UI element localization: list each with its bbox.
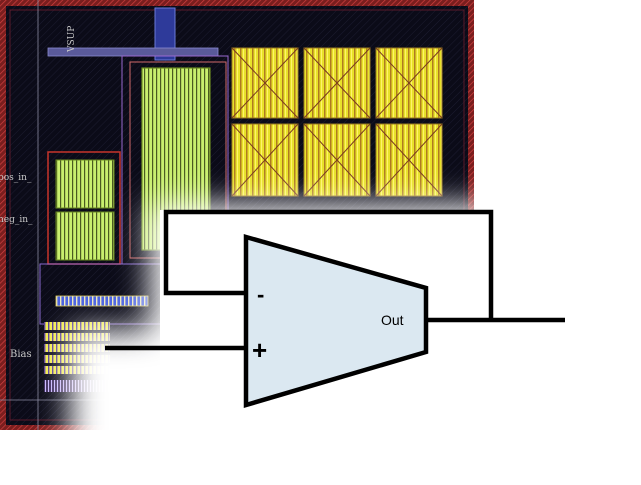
output-label: Out bbox=[381, 312, 404, 328]
transistor-cell bbox=[231, 47, 299, 119]
pin-label-vsup: VSUP bbox=[67, 26, 77, 53]
mirror-row bbox=[55, 295, 149, 307]
bias-row bbox=[44, 322, 110, 330]
pin-label-bias: Bias bbox=[10, 349, 32, 360]
transistor-cell bbox=[231, 123, 299, 197]
pin-label-pos-in: pos_in_ bbox=[0, 173, 32, 183]
transistor-cell bbox=[375, 47, 443, 119]
noninverting-input-symbol: + bbox=[252, 335, 267, 365]
pin-label-neg-in: neg_in_ bbox=[0, 215, 33, 225]
opamp-schematic: - + Out bbox=[105, 209, 565, 409]
supply-strap bbox=[154, 7, 176, 61]
inverting-input-symbol: - bbox=[257, 282, 264, 307]
diff-pair-block bbox=[55, 159, 115, 209]
transistor-cell bbox=[303, 123, 371, 197]
transistor-cell bbox=[375, 123, 443, 197]
diff-pair-block bbox=[55, 211, 115, 261]
output-transistor-array bbox=[231, 47, 443, 197]
transistor-cell bbox=[303, 47, 371, 119]
opamp-triangle bbox=[243, 234, 429, 409]
feedback-wire bbox=[163, 209, 494, 320]
